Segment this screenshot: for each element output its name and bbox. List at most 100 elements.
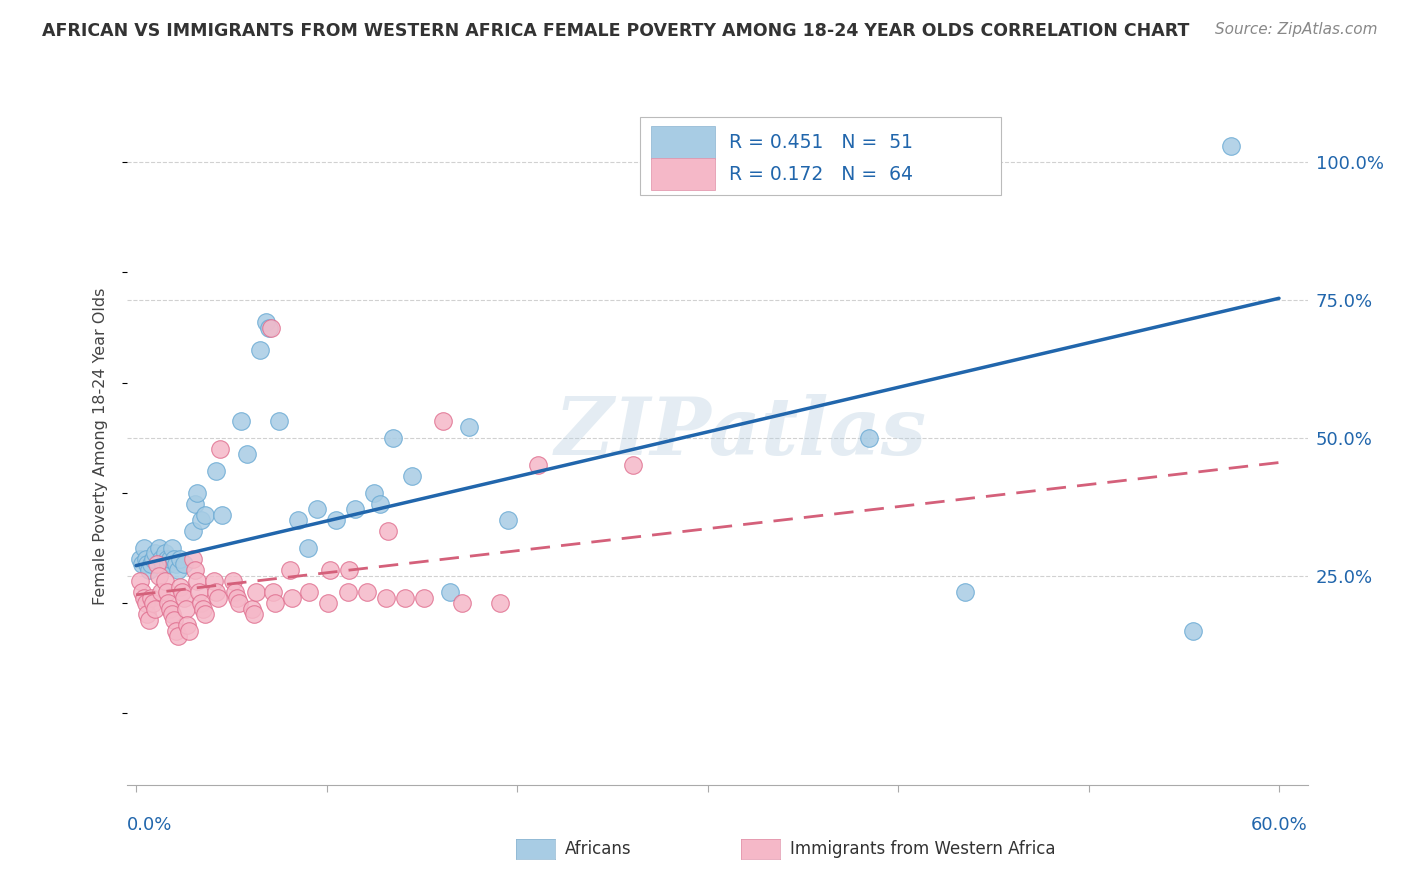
- Point: [262, 585, 284, 599]
- Text: R = 0.451   N =  51: R = 0.451 N = 51: [728, 133, 912, 152]
- Point: [208, 442, 231, 456]
- Point: [297, 541, 319, 555]
- Point: [141, 558, 163, 572]
- Point: [167, 629, 190, 643]
- Point: [155, 585, 177, 599]
- Text: Source: ZipAtlas.com: Source: ZipAtlas.com: [1215, 22, 1378, 37]
- Point: [173, 558, 195, 572]
- Point: [191, 601, 214, 615]
- Point: [264, 596, 287, 610]
- Point: [858, 431, 880, 445]
- Point: [132, 541, 155, 555]
- Point: [336, 585, 359, 599]
- Point: [202, 574, 225, 588]
- Point: [148, 541, 170, 555]
- Point: [163, 613, 186, 627]
- Point: [143, 601, 166, 615]
- Point: [136, 607, 159, 621]
- Point: [157, 558, 180, 572]
- Text: AFRICAN VS IMMIGRANTS FROM WESTERN AFRICA FEMALE POVERTY AMONG 18-24 YEAR OLDS C: AFRICAN VS IMMIGRANTS FROM WESTERN AFRIC…: [42, 22, 1189, 40]
- Point: [298, 585, 321, 599]
- Point: [527, 458, 550, 473]
- Point: [260, 320, 283, 334]
- Point: [318, 596, 340, 610]
- Point: [142, 552, 165, 566]
- Point: [128, 574, 150, 588]
- Point: [356, 585, 378, 599]
- Point: [194, 607, 217, 621]
- Point: [229, 414, 252, 428]
- Point: [155, 552, 177, 566]
- Point: [325, 513, 347, 527]
- Point: [135, 596, 157, 610]
- Point: [163, 552, 186, 566]
- Point: [224, 585, 246, 599]
- Point: [176, 618, 198, 632]
- Point: [401, 469, 423, 483]
- Point: [205, 585, 228, 599]
- Point: [245, 585, 267, 599]
- Point: [128, 552, 150, 566]
- Point: [194, 508, 217, 522]
- Point: [162, 541, 184, 555]
- Point: [152, 558, 174, 572]
- Point: [138, 563, 160, 577]
- Point: [211, 508, 233, 522]
- Point: [153, 546, 176, 560]
- Point: [186, 486, 208, 500]
- Point: [363, 486, 385, 500]
- Point: [131, 585, 153, 599]
- Point: [450, 596, 472, 610]
- Point: [207, 591, 229, 605]
- Point: [170, 585, 193, 599]
- Point: [184, 563, 207, 577]
- Point: [181, 552, 204, 566]
- Point: [165, 624, 187, 638]
- Point: [382, 431, 405, 445]
- Point: [319, 563, 342, 577]
- Point: [1220, 138, 1243, 153]
- Point: [489, 596, 512, 610]
- Point: [394, 591, 416, 605]
- Point: [496, 513, 519, 527]
- Point: [377, 524, 399, 539]
- Point: [190, 513, 212, 527]
- Point: [186, 574, 208, 588]
- Point: [280, 563, 302, 577]
- Point: [181, 524, 204, 539]
- Point: [953, 585, 976, 599]
- Point: [222, 574, 245, 588]
- Point: [143, 546, 166, 560]
- Point: [1182, 624, 1205, 638]
- Text: Africans: Africans: [565, 840, 631, 858]
- Point: [146, 558, 169, 572]
- Y-axis label: Female Poverty Among 18-24 Year Olds: Female Poverty Among 18-24 Year Olds: [93, 287, 108, 605]
- Point: [132, 591, 155, 605]
- Point: [159, 552, 181, 566]
- Point: [432, 414, 454, 428]
- Point: [305, 502, 328, 516]
- FancyBboxPatch shape: [640, 117, 1001, 195]
- Point: [374, 591, 396, 605]
- Point: [228, 596, 250, 610]
- Point: [187, 585, 209, 599]
- Point: [159, 601, 181, 615]
- Point: [226, 591, 249, 605]
- Point: [179, 624, 201, 638]
- Point: [173, 591, 195, 605]
- Point: [157, 596, 180, 610]
- Point: [205, 464, 228, 478]
- Point: [439, 585, 461, 599]
- Point: [169, 580, 191, 594]
- Point: [149, 552, 172, 566]
- Text: 0.0%: 0.0%: [127, 816, 172, 834]
- Point: [149, 585, 172, 599]
- Point: [621, 458, 644, 473]
- Point: [169, 552, 191, 566]
- Point: [339, 563, 361, 577]
- Point: [287, 513, 309, 527]
- Point: [412, 591, 434, 605]
- Point: [138, 613, 160, 627]
- Text: Immigrants from Western Africa: Immigrants from Western Africa: [790, 840, 1056, 858]
- Text: 60.0%: 60.0%: [1251, 816, 1308, 834]
